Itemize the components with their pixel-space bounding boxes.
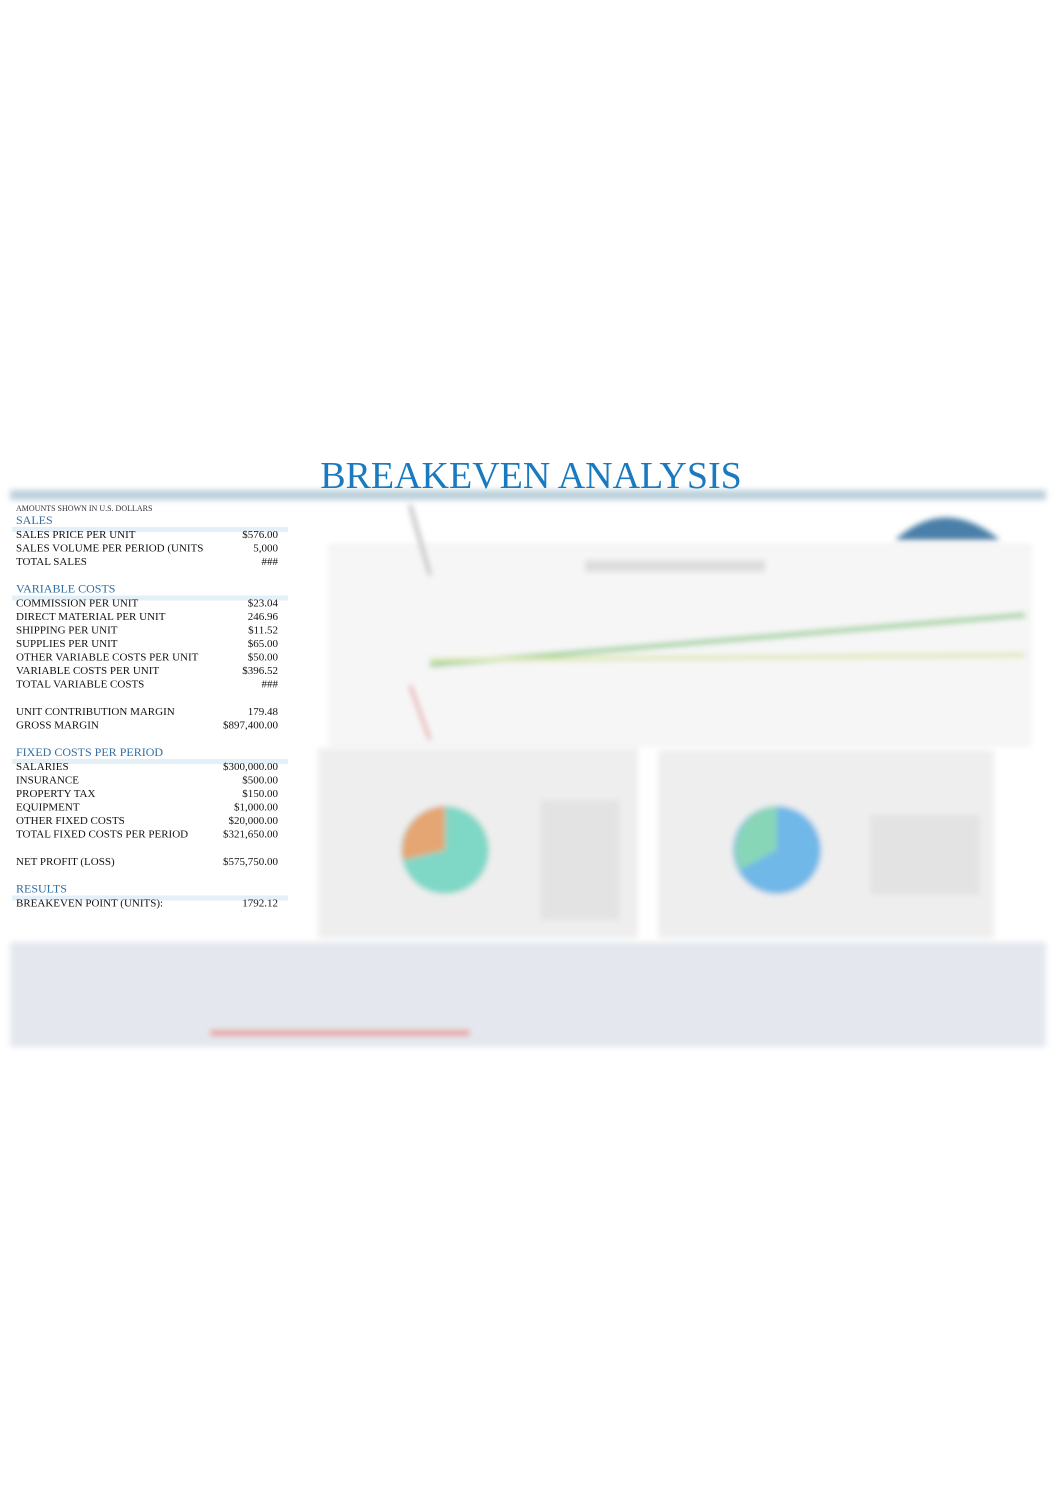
row-label: INSURANCE — [16, 775, 79, 787]
row-label: BREAKEVEN POINT (UNITS): — [16, 898, 163, 910]
row-label: PROPERTY TAX — [16, 788, 96, 800]
row-label: SALES VOLUME PER PERIOD (UNITS — [16, 543, 203, 555]
row-value: 5,000 — [253, 543, 278, 555]
section-heading: VARIABLE COSTS — [16, 582, 115, 596]
row-value: $576.00 — [242, 529, 278, 541]
row-value: $11.52 — [248, 625, 278, 637]
row-label: OTHER FIXED COSTS — [16, 815, 125, 827]
row-value: $396.52 — [242, 665, 278, 677]
section-bar — [12, 527, 288, 532]
row-label: SALARIES — [16, 761, 69, 773]
row-label: TOTAL FIXED COSTS PER PERIOD — [16, 829, 188, 841]
row-label: SUPPLIES PER UNIT — [16, 638, 118, 650]
row-value: $321,650.00 — [223, 829, 279, 841]
row-label: TOTAL SALES — [16, 556, 87, 568]
section-bar — [12, 895, 288, 901]
title: BREAKEVEN ANALYSIS — [320, 455, 742, 497]
row-label: EQUIPMENT — [16, 802, 80, 814]
row-value: $23.04 — [248, 598, 279, 610]
blurred-content — [10, 490, 1046, 1047]
section-heading: RESULTS — [16, 882, 67, 896]
row-value: $575,750.00 — [223, 856, 279, 868]
row-label: GROSS MARGIN — [16, 720, 99, 732]
row-value: 246.96 — [248, 611, 279, 623]
row-label: SHIPPING PER UNIT — [16, 625, 118, 637]
section-bar — [12, 595, 288, 601]
row-label: TOTAL VARIABLE COSTS — [16, 679, 144, 691]
row-value: $150.00 — [242, 788, 278, 800]
row-value: $50.00 — [248, 652, 279, 664]
row-value: 1792.12 — [242, 898, 278, 910]
row-label: SALES PRICE PER UNIT — [16, 529, 136, 541]
section-bar — [12, 759, 288, 764]
row-label: OTHER VARIABLE COSTS PER UNIT — [16, 652, 199, 664]
row-value: $20,000.00 — [229, 815, 279, 827]
row-label: VARIABLE COSTS PER UNIT — [16, 665, 159, 677]
section-heading: SALES — [16, 513, 53, 527]
row-value: $897,400.00 — [223, 720, 279, 732]
section-heading: FIXED COSTS PER PERIOD — [16, 745, 163, 759]
row-label: NET PROFIT (LOSS) — [16, 856, 115, 868]
row-value: $65.00 — [248, 638, 279, 650]
row-value: 179.48 — [248, 706, 279, 718]
row-value: ### — [262, 679, 279, 691]
row-value: ### — [262, 556, 279, 568]
row-value: $300,000.00 — [223, 761, 279, 773]
row-label: DIRECT MATERIAL PER UNIT — [16, 611, 166, 623]
row-label: UNIT CONTRIBUTION MARGIN — [16, 706, 175, 718]
row-value: $500.00 — [242, 775, 278, 787]
row-value: $1,000.00 — [234, 802, 279, 814]
note: AMOUNTS SHOWN IN U.S. DOLLARS — [16, 504, 152, 513]
row-label: COMMISSION PER UNIT — [16, 598, 139, 610]
